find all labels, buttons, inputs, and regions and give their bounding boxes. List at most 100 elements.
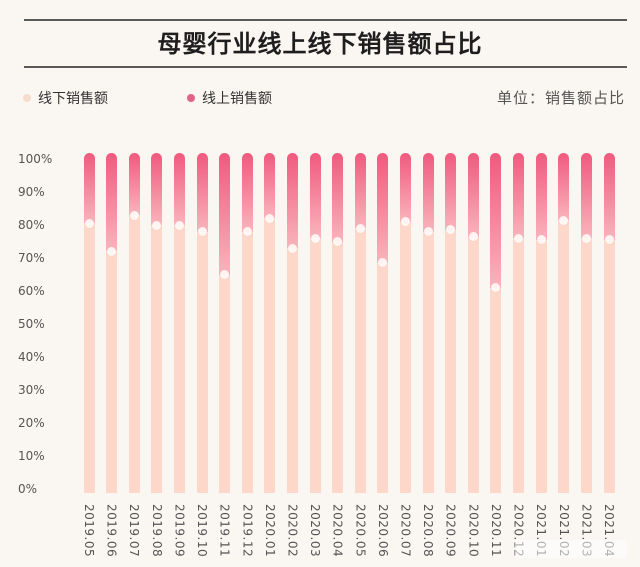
bar-online-segment bbox=[580, 153, 592, 239]
x-tick-label: 2019.05 bbox=[82, 504, 96, 558]
x-tick-label: 2020.05 bbox=[353, 504, 368, 558]
bar-offline-segment bbox=[309, 238, 321, 493]
bar-online-segment bbox=[354, 153, 366, 229]
x-tick-label: 2019.11 bbox=[217, 504, 232, 558]
x-tick-label: 2019.08 bbox=[149, 504, 164, 558]
x-tick-label: 2020.10 bbox=[466, 504, 481, 558]
x-tick-label: 2020.01 bbox=[262, 504, 277, 558]
bar-online-segment bbox=[400, 153, 412, 222]
legend-label-offline: 线下销售额 bbox=[38, 91, 108, 107]
bar-online-segment bbox=[106, 153, 118, 252]
split-marker-icon bbox=[197, 227, 207, 237]
bar-2020.04 bbox=[332, 153, 344, 493]
bar-online-segment bbox=[196, 153, 208, 232]
bar-2019.08 bbox=[151, 153, 163, 493]
bar-offline-segment bbox=[286, 248, 298, 493]
x-tick-label: 2019.10 bbox=[195, 504, 210, 558]
bar-online-segment bbox=[173, 153, 185, 225]
split-marker-icon bbox=[333, 237, 343, 246]
split-marker-icon bbox=[107, 246, 117, 256]
x-tick-label: 2020.06 bbox=[375, 504, 390, 558]
split-marker-icon bbox=[559, 215, 569, 225]
bar-2020.11 bbox=[490, 153, 502, 493]
x-tick-label: 2020.08 bbox=[421, 504, 436, 558]
split-marker-icon bbox=[355, 223, 365, 233]
bar-offline-segment bbox=[173, 225, 185, 493]
bar-offline-segment bbox=[558, 220, 570, 493]
bar-2020.08 bbox=[422, 153, 434, 493]
split-marker-icon bbox=[310, 233, 320, 243]
y-tick-label: 100% bbox=[18, 152, 53, 166]
bar-2019.05 bbox=[83, 153, 95, 493]
legend-online: 线上销售额 bbox=[187, 89, 272, 107]
split-marker-icon bbox=[514, 233, 524, 243]
x-tick-label: 2020.07 bbox=[398, 504, 413, 558]
split-marker-icon bbox=[242, 227, 252, 237]
bar-offline-segment bbox=[422, 231, 434, 493]
y-tick-label: 0% bbox=[18, 482, 38, 496]
bar-offline-segment bbox=[603, 239, 615, 493]
bar-2020.12 bbox=[513, 153, 525, 493]
split-marker-icon bbox=[536, 235, 546, 245]
split-marker-icon bbox=[378, 258, 388, 268]
bar-2021.03 bbox=[580, 153, 592, 493]
bar-2020.09 bbox=[445, 153, 457, 493]
y-tick-label: 40% bbox=[18, 350, 45, 364]
x-tick-label: 2020.03 bbox=[308, 504, 323, 558]
bar-online-segment bbox=[83, 153, 95, 224]
bar-offline-segment bbox=[377, 262, 389, 493]
y-tick-label: 10% bbox=[18, 449, 45, 463]
split-marker-icon bbox=[287, 243, 297, 253]
bar-online-segment bbox=[309, 153, 321, 239]
bar-2020.02 bbox=[286, 153, 298, 493]
watermark bbox=[515, 540, 627, 558]
bar-online-segment bbox=[377, 153, 389, 263]
split-marker-icon bbox=[84, 218, 94, 228]
split-marker-icon bbox=[129, 210, 139, 220]
y-tick-label: 90% bbox=[18, 185, 45, 199]
split-marker-icon bbox=[468, 232, 478, 242]
bar-2019.09 bbox=[173, 153, 185, 493]
title-rule-top bbox=[24, 19, 627, 21]
bar-2019.06 bbox=[106, 153, 118, 493]
x-tick-label: 2019.06 bbox=[104, 504, 119, 558]
bar-online-segment bbox=[535, 153, 547, 240]
legend-dot-online-icon bbox=[187, 94, 195, 102]
bar-online-segment bbox=[467, 153, 479, 237]
title-rule-bottom bbox=[24, 66, 627, 68]
bar-offline-segment bbox=[400, 221, 412, 493]
bar-offline-segment bbox=[151, 225, 163, 493]
bar-online-segment bbox=[264, 153, 276, 219]
bar-2020.10 bbox=[467, 153, 479, 493]
legend-dot-offline-icon bbox=[23, 94, 31, 102]
bar-offline-segment bbox=[580, 238, 592, 493]
bar-2021.01 bbox=[535, 153, 547, 493]
x-tick-label: 2020.04 bbox=[330, 504, 345, 558]
bar-offline-segment bbox=[513, 238, 525, 493]
split-marker-icon bbox=[220, 270, 230, 279]
bar-2019.12 bbox=[241, 153, 253, 493]
bar-2020.06 bbox=[377, 153, 389, 493]
x-tick-label: 2019.09 bbox=[172, 504, 187, 558]
split-marker-icon bbox=[152, 220, 162, 230]
y-tick-label: 80% bbox=[18, 218, 45, 232]
bar-online-segment bbox=[558, 153, 570, 221]
bar-offline-segment bbox=[128, 215, 140, 493]
y-tick-label: 50% bbox=[18, 317, 45, 331]
bar-online-segment bbox=[332, 153, 344, 242]
bar-2019.07 bbox=[128, 153, 140, 493]
x-tick-label: 2020.02 bbox=[285, 504, 300, 558]
x-tick-label: 2020.11 bbox=[488, 504, 503, 558]
bar-2019.10 bbox=[196, 153, 208, 493]
split-marker-icon bbox=[581, 233, 591, 243]
bar-offline-segment bbox=[445, 229, 457, 493]
bar-online-segment bbox=[219, 153, 231, 275]
bar-offline-segment bbox=[264, 218, 276, 493]
bar-online-segment bbox=[128, 153, 140, 216]
x-tick-label: 2020.09 bbox=[443, 504, 458, 558]
y-tick-label: 30% bbox=[18, 383, 45, 397]
legend-offline: 线下销售额 bbox=[23, 89, 108, 107]
split-marker-icon bbox=[446, 225, 456, 235]
split-marker-icon bbox=[604, 235, 614, 245]
bar-offline-segment bbox=[467, 236, 479, 493]
